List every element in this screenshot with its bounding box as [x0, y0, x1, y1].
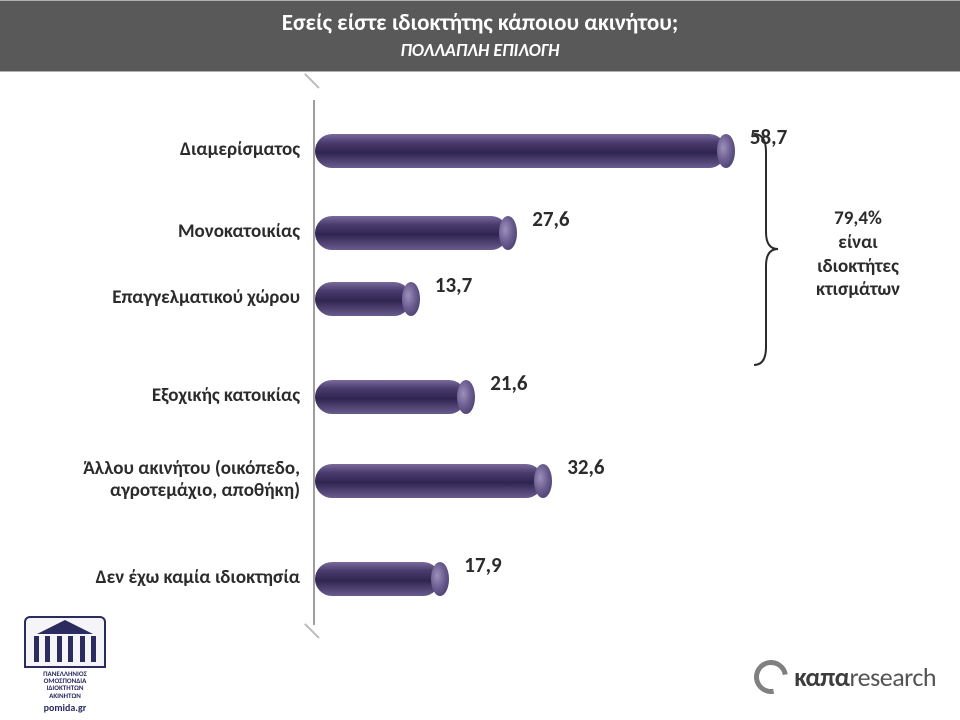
chart-row: Διαμερίσματος58,7 — [0, 120, 960, 180]
annotation-line3: ιδιοκτήτες — [817, 255, 899, 278]
category-label: Εξοχικής κατοικίας — [20, 385, 300, 407]
chart-row: Δεν έχω καμία ιδιοκτησία 17,9 — [0, 548, 960, 608]
kapa-c-icon — [748, 653, 795, 700]
chart-row: Άλλου ακινήτου (οικόπεδο, αγροτεμάχιο, α… — [0, 450, 960, 510]
value-label: 27,6 — [532, 206, 569, 232]
value-label: 17,9 — [464, 552, 501, 578]
footer-logo-right: καπαresearch — [754, 660, 936, 694]
value-label: 21,6 — [490, 370, 527, 396]
bar — [315, 562, 440, 596]
category-label: Μονοκατοικίας — [20, 221, 300, 243]
chart-row: Εξοχικής κατοικίας 21,6 — [0, 366, 960, 426]
category-label: Διαμερίσματος — [20, 139, 300, 161]
category-label: Επαγγελματικού χώρου — [20, 287, 300, 309]
page-subtitle: ΠΟΛΛΑΠΛΗ ΕΠΙΛΟΓΗ — [401, 40, 560, 62]
footer-left-domain: pomida.gr — [20, 701, 110, 714]
annotation-line4: κτισμάτων — [816, 278, 900, 301]
bar — [315, 282, 411, 316]
footer: ΠΑΝΕΛΛΗΝΙΟΣ ΟΜΟΣΠΟΝΔΙΑ ΙΔΙΟΚΤΗΤΩΝ ΑΚΙΝΗΤ… — [0, 632, 960, 720]
chart-area: Διαμερίσματος58,7 Μονοκατοικίας 27,6 Επαγγε… — [0, 72, 960, 632]
bar — [315, 380, 466, 414]
annotation-line2: είναι — [838, 231, 877, 254]
value-label: 32,6 — [567, 454, 604, 480]
annotation-line1: 79,4% — [834, 207, 882, 230]
annotation-text: 79,4% είναι ιδιοκτήτες κτισμάτων — [788, 207, 928, 302]
bar — [315, 216, 508, 250]
bar — [315, 134, 726, 168]
annotation-brace — [752, 132, 780, 367]
page-title: Εσείς είστε ιδιοκτήτης κάποιου ακινήτου; — [282, 10, 678, 38]
axis-top-edge — [304, 73, 320, 89]
bar — [315, 464, 543, 498]
footer-logo-left: ΠΑΝΕΛΛΗΝΙΟΣ ΟΜΟΣΠΟΝΔΙΑ ΙΔΙΟΚΤΗΤΩΝ ΑΚΙΝΗΤ… — [20, 616, 110, 714]
header-banner: Εσείς είστε ιδιοκτήτης κάποιου ακινήτου;… — [0, 0, 960, 72]
kapa-wordmark: καπαresearch — [794, 661, 936, 693]
category-label: Δεν έχω καμία ιδιοκτησία — [20, 567, 300, 589]
footer-left-org: ΠΑΝΕΛΛΗΝΙΟΣ ΟΜΟΣΠΟΝΔΙΑ ΙΔΙΟΚΤΗΤΩΝ ΑΚΙΝΗΤ… — [20, 670, 110, 699]
temple-icon — [24, 616, 106, 668]
category-label: Άλλου ακινήτου (οικόπεδο, αγροτεμάχιο, α… — [20, 458, 300, 502]
value-label: 13,7 — [435, 272, 472, 298]
